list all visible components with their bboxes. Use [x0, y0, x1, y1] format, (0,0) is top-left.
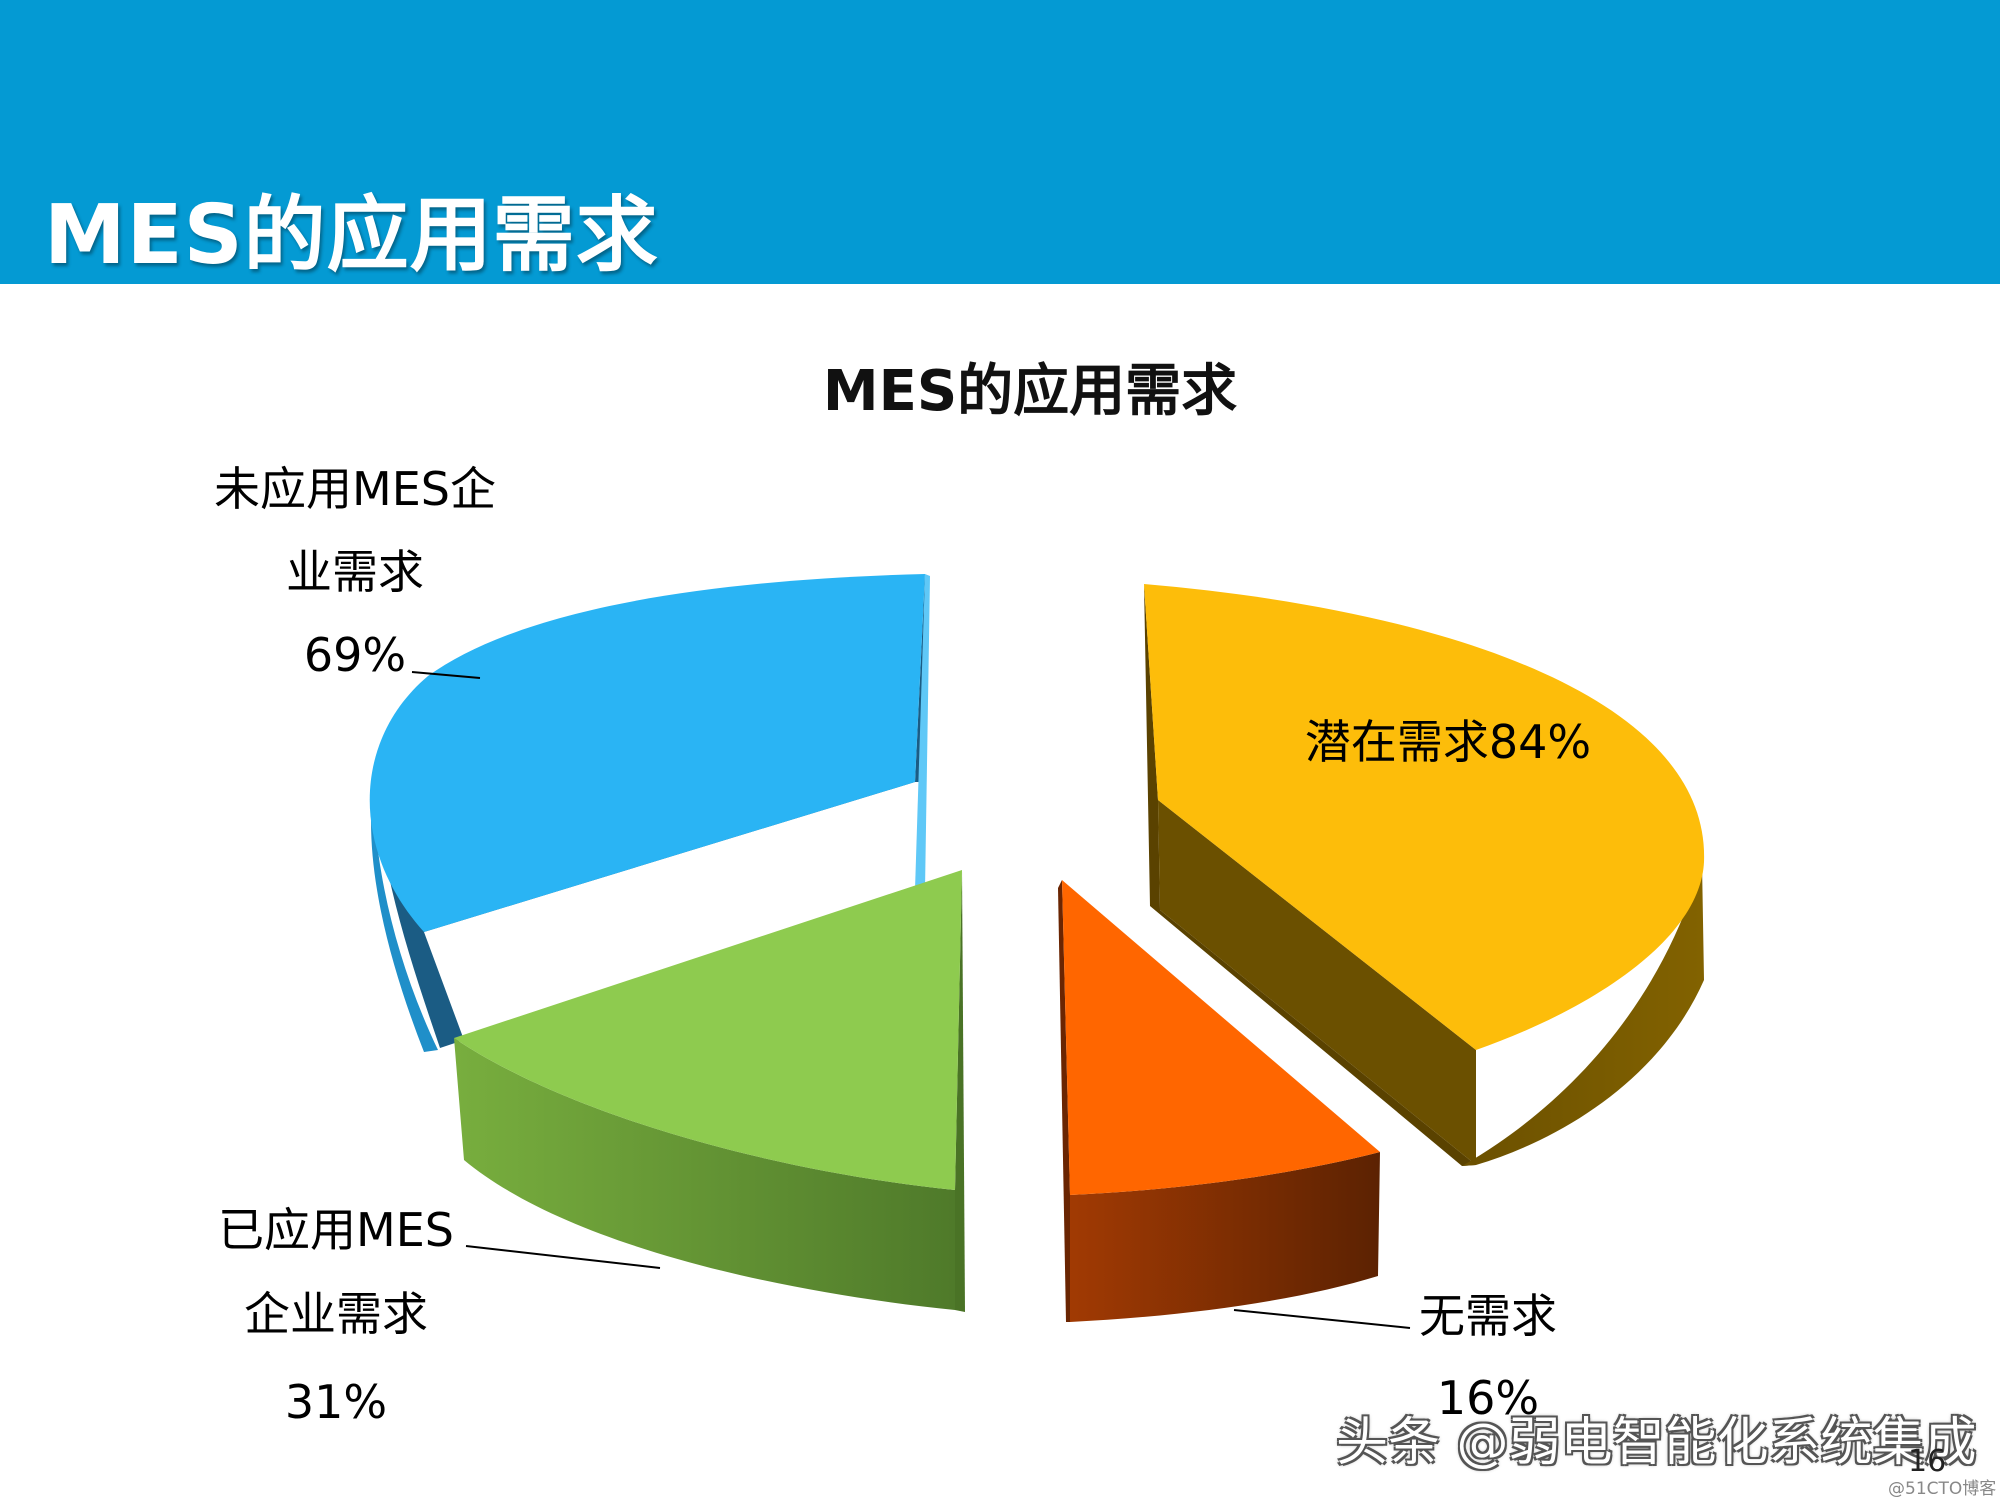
label-green: 已应用MES 企业需求 31% — [218, 1203, 454, 1429]
leader-line-orange — [1233, 1309, 1411, 1329]
label-gold: 潜在需求84% — [1305, 715, 1591, 769]
slice-green-side — [454, 1038, 955, 1310]
slice-orange-side — [1070, 1152, 1380, 1322]
label-green-line-1: 已应用MES — [218, 1203, 454, 1257]
page-title: MES的应用需求 — [44, 188, 659, 283]
slice-gold — [1144, 584, 1705, 1166]
label-orange-line-1: 无需求 — [1419, 1289, 1557, 1343]
page-number: 16 — [1908, 1444, 1947, 1479]
site-watermark: @51CTO博客 — [1888, 1479, 1997, 1499]
leader-line-blue — [411, 671, 481, 679]
label-green-line-2: 企业需求 — [244, 1287, 428, 1341]
slice-orange-left-wall — [1058, 880, 1070, 1322]
label-blue-line-2: 业需求 — [286, 545, 424, 599]
slice-gold-side-lower — [1158, 800, 1476, 1165]
label-blue-line-1: 未应用MES企 — [214, 462, 496, 516]
slice-orange — [1058, 880, 1380, 1322]
slice-blue-edge — [915, 574, 930, 890]
leader-line-green — [465, 1245, 661, 1269]
label-blue: 未应用MES企 业需求 69% — [214, 462, 496, 682]
slice-gold-top — [1144, 584, 1705, 1050]
label-orange-value: 16% — [1437, 1371, 1539, 1425]
slice-gold-side — [1462, 862, 1704, 1166]
slice-blue-top — [369, 574, 925, 932]
header-banner: MES的应用需求 — [0, 0, 2000, 284]
label-green-value: 31% — [285, 1375, 387, 1429]
slice-green — [454, 870, 965, 1312]
slice-orange-top — [1062, 880, 1380, 1195]
slice-green-top — [454, 870, 962, 1190]
slice-blue — [369, 574, 930, 1052]
label-blue-value: 69% — [304, 628, 406, 682]
label-orange: 无需求 16% — [1419, 1289, 1557, 1425]
slice-green-right-wall — [955, 870, 965, 1312]
label-gold-line-1: 潜在需求84% — [1305, 715, 1591, 769]
watermark: 头条 @弱电智能化系统集成 — [1336, 1413, 1977, 1473]
slice-blue-outer-wall — [371, 780, 438, 1052]
chart-title: MES的应用需求 — [823, 359, 1237, 424]
